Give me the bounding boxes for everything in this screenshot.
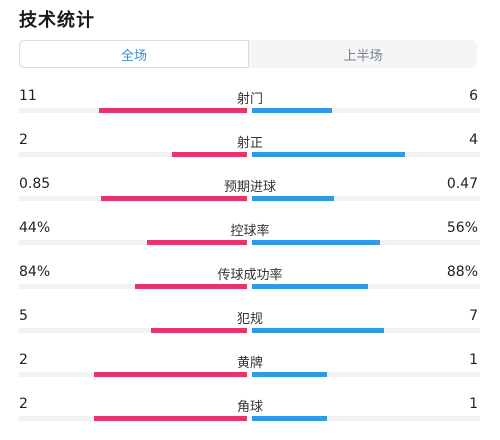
- home-bar-track: [19, 284, 247, 289]
- stat-label: 角球: [236, 400, 263, 415]
- period-tabs: 全场 上半场: [19, 40, 477, 68]
- stat-label: 射门: [236, 92, 263, 107]
- away-bar-track: [252, 196, 480, 201]
- page-title: 技术统计: [19, 10, 95, 31]
- away-value: 7: [469, 308, 478, 324]
- stat-row-shots: 11 射门 6: [0, 88, 500, 128]
- away-bar-track: [252, 108, 480, 113]
- away-value: 1: [469, 352, 478, 368]
- away-value: 88%: [446, 264, 478, 280]
- home-value: 44%: [19, 220, 51, 236]
- home-bar: [94, 372, 247, 377]
- stat-row-possession: 44% 控球率 56%: [0, 220, 500, 260]
- away-bar-track: [252, 284, 480, 289]
- home-value: 5: [19, 308, 28, 324]
- stat-label: 犯规: [236, 312, 263, 327]
- away-bar-track: [252, 328, 480, 333]
- away-bar-track: [252, 372, 480, 377]
- away-value: 1: [469, 396, 478, 412]
- home-value: 2: [19, 396, 28, 412]
- tab-first-half[interactable]: 上半场: [249, 40, 477, 68]
- stat-row-corners: 2 角球 1: [0, 396, 500, 436]
- home-bar: [98, 108, 247, 113]
- home-value: 2: [19, 352, 28, 368]
- away-bar: [252, 108, 332, 113]
- home-bar-track: [19, 240, 247, 245]
- home-bar: [146, 240, 247, 245]
- home-value: 84%: [19, 264, 51, 280]
- stat-row-shots-on-target: 2 射正 4: [0, 132, 500, 172]
- away-bar-track: [252, 240, 480, 245]
- stat-row-yellow-cards: 2 黄牌 1: [0, 352, 500, 392]
- home-bar: [135, 284, 247, 289]
- away-bar: [252, 372, 328, 377]
- stat-row-fouls: 5 犯规 7: [0, 308, 500, 348]
- tab-full-match[interactable]: 全场: [19, 40, 249, 68]
- away-bar: [252, 284, 369, 289]
- home-bar-track: [19, 328, 247, 333]
- away-bar: [252, 152, 405, 157]
- home-bar-track: [19, 416, 247, 421]
- home-value: 11: [19, 88, 37, 104]
- home-bar-track: [19, 372, 247, 377]
- stat-label: 传球成功率: [217, 268, 283, 283]
- away-bar: [252, 240, 380, 245]
- home-bar: [101, 196, 247, 201]
- away-bar: [252, 196, 335, 201]
- away-bar-track: [252, 416, 480, 421]
- away-value: 0.47: [446, 176, 478, 192]
- away-value: 6: [469, 88, 478, 104]
- stat-label: 射正: [236, 136, 263, 151]
- stat-label: 控球率: [230, 224, 270, 239]
- home-bar: [94, 416, 247, 421]
- stat-row-pass-accuracy: 84% 传球成功率 88%: [0, 264, 500, 304]
- home-bar-track: [19, 108, 247, 113]
- home-bar-track: [19, 196, 247, 201]
- home-bar: [171, 152, 247, 157]
- stat-label: 预期进球: [223, 180, 276, 195]
- home-value: 2: [19, 132, 28, 148]
- away-bar: [252, 416, 328, 421]
- away-bar: [252, 328, 385, 333]
- home-bar: [151, 328, 247, 333]
- away-bar-track: [252, 152, 480, 157]
- away-value: 4: [469, 132, 478, 148]
- stat-label: 黄牌: [236, 356, 263, 371]
- home-bar-track: [19, 152, 247, 157]
- away-value: 56%: [446, 220, 478, 236]
- stat-row-expected-goals: 0.85 预期进球 0.47: [0, 176, 500, 216]
- home-value: 0.85: [19, 176, 51, 192]
